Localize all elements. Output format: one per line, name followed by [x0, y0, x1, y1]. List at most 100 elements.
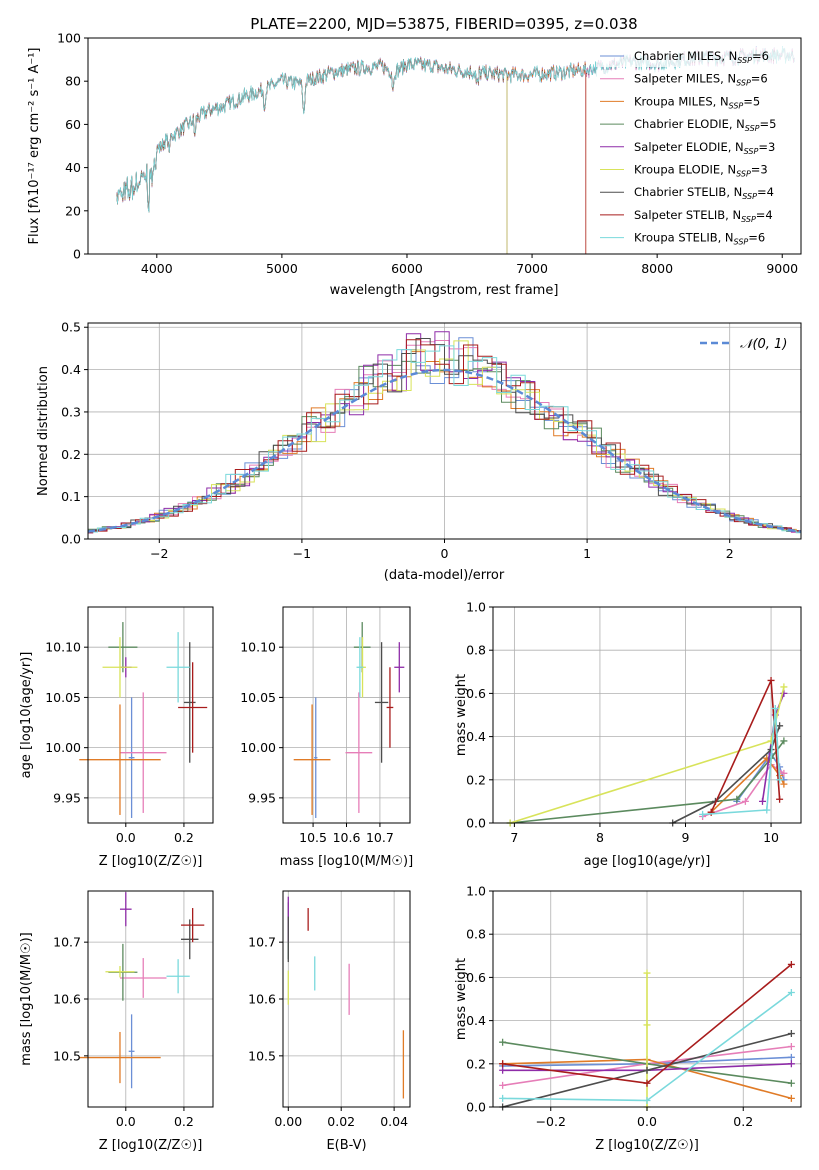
- y-tick-label: 0.6: [466, 686, 486, 701]
- y-tick-label: 10.6: [53, 992, 81, 1007]
- y-tick-label: 10.5: [53, 1048, 81, 1063]
- y-tick-label: 0.0: [61, 532, 81, 547]
- normal-curve: [87, 368, 802, 533]
- weight-marker: [499, 1038, 507, 1046]
- weight-marker: [699, 810, 707, 818]
- spectrum-xlabel: wavelength [Angstrom, rest frame]: [330, 283, 559, 298]
- x-tick-label: 0.0: [637, 1114, 657, 1129]
- x-tick-label: −1: [293, 546, 311, 561]
- x-axis-label: E(B-V): [326, 1138, 366, 1153]
- y-tick-label: 10.00: [45, 740, 81, 755]
- legend-bg: [596, 205, 796, 226]
- y-tick-label: 10.6: [248, 992, 276, 1007]
- legend-bg: [596, 137, 796, 158]
- weight-marker: [787, 1060, 795, 1068]
- legend-bg: [596, 183, 796, 204]
- y-tick-label: 0.4: [466, 729, 486, 744]
- normal-curve-legend-label: 𝒩(0, 1): [740, 337, 787, 352]
- y-tick-label: 20: [65, 203, 81, 218]
- legend-label: Kroupa ELODIE, NSSP=3: [634, 163, 768, 179]
- weight-marker: [780, 737, 788, 745]
- spectrum-line: [116, 58, 508, 254]
- weight-marker: [499, 1066, 507, 1074]
- spectrum-legend: Chabrier MILES, NSSP=6 Salpeter MILES, NS…: [596, 47, 796, 249]
- grid: [88, 607, 213, 823]
- histogram-xlabel: (data-model)/error: [384, 568, 505, 583]
- y-axis-label: age [log10(age/yr)]: [19, 652, 34, 779]
- x-axis-label: Z [log10(Z/Z☉)]: [595, 1138, 699, 1153]
- x-tick-label: −0.2: [536, 1114, 566, 1129]
- x-tick-label: 9000: [766, 261, 798, 276]
- weight-marker: [499, 1081, 507, 1089]
- y-tick-label: 0: [73, 247, 81, 262]
- weight-marker: [787, 1043, 795, 1051]
- axes-frame: [87, 606, 214, 824]
- y-tick-label: 1.0: [466, 600, 486, 615]
- spectrum-panel: PLATE=2200, MJD=53875, FIBERID=0395, z=0…: [27, 15, 802, 298]
- y-tick-label: 40: [65, 160, 81, 175]
- y-tick-label: 10.05: [240, 690, 276, 705]
- spectrum-title: PLATE=2200, MJD=53875, FIBERID=0395, z=0…: [250, 15, 637, 33]
- legend-bg: [596, 92, 796, 113]
- x-tick-label: 7000: [516, 261, 548, 276]
- legend-bg: [596, 228, 796, 249]
- weight-marker: [787, 1094, 795, 1102]
- spectrum-ylabel: Flux [fλ10⁻¹⁷ erg cm⁻² s⁻¹ A⁻¹]: [27, 48, 42, 245]
- y-tick-label: 0.4: [466, 1013, 486, 1028]
- y-tick-label: 0.8: [466, 927, 486, 942]
- y-tick-label: 0.6: [466, 970, 486, 985]
- y-axis-label: mass weight: [454, 674, 469, 756]
- x-tick-label: 0.00: [274, 1114, 302, 1129]
- y-tick-label: 80: [65, 74, 81, 89]
- x-tick-label: 0.2: [174, 830, 194, 845]
- y-tick-label: 1.0: [466, 884, 486, 899]
- weight-marker: [759, 797, 766, 805]
- series: [506, 676, 788, 827]
- x-tick-label: 0.04: [380, 1114, 408, 1129]
- grid: [283, 607, 410, 823]
- age-vs-mass-panel: 10.5 10.6 10.7 9.95 10.00 10.05 10.10 mass [log…: [240, 606, 413, 869]
- y-axis-label: mass weight: [454, 958, 469, 1040]
- y-tick-label: 10.5: [248, 1048, 276, 1063]
- y-tick-label: 10.7: [248, 935, 276, 950]
- spectrum-ticks: 4000 5000 6000 7000 8000 9000 0 20 40 60 80 100: [57, 31, 798, 277]
- x-tick-label: 1: [583, 546, 591, 561]
- weight-marker: [643, 1066, 651, 1074]
- x-tick-label: 8000: [641, 261, 673, 276]
- y-tick-label: 0.2: [466, 772, 486, 787]
- weight-marker: [643, 1079, 651, 1087]
- massweight-vs-metallicity-panel: −0.2 0.0 0.2 0.0 0.2 0.4 0.6 0.8 1.0 Z [log10(Z/Z…: [454, 884, 802, 1153]
- weight-marker: [787, 1079, 795, 1087]
- spectrum-line: [116, 57, 508, 254]
- y-tick-label: 10.00: [240, 740, 276, 755]
- spectrum-line: [116, 57, 587, 254]
- x-tick-label: −2: [150, 546, 168, 561]
- x-tick-label: 6000: [391, 261, 423, 276]
- legend-label: Salpeter STELIB, NSSP=4: [634, 208, 773, 224]
- weight-marker: [499, 1094, 507, 1102]
- x-axis-label: Z [log10(Z/Z☉)]: [99, 854, 203, 869]
- x-tick-label: 10.6: [333, 830, 361, 845]
- mass-vs-metallicity-panel: 0.0 0.2 10.5 10.6 10.7 Z [log10(Z/Z☉)] mass [l…: [19, 890, 214, 1153]
- legend-bg: [596, 160, 796, 181]
- weight-marker: [787, 1053, 795, 1061]
- weight-marker: [787, 989, 795, 997]
- weight-marker: [643, 1021, 651, 1029]
- y-tick-label: 0.3: [61, 404, 81, 419]
- y-tick-label: 9.95: [248, 790, 276, 805]
- axes-frame: [492, 606, 802, 824]
- legend-bg: [596, 115, 796, 136]
- weight-marker: [741, 797, 749, 805]
- weight-marker: [776, 776, 784, 784]
- weight-marker: [763, 806, 771, 814]
- weight-marker: [499, 1060, 507, 1068]
- x-tick-label: 7: [510, 830, 518, 845]
- y-tick-label: 10.10: [240, 640, 276, 655]
- weight-marker: [771, 705, 779, 713]
- legend-label: Chabrier STELIB, NSSP=4: [634, 185, 774, 201]
- weight-marker: [776, 795, 784, 803]
- y-tick-label: 0.8: [466, 643, 486, 658]
- y-tick-label: 0.0: [466, 816, 486, 831]
- legend-bg: [596, 47, 796, 67]
